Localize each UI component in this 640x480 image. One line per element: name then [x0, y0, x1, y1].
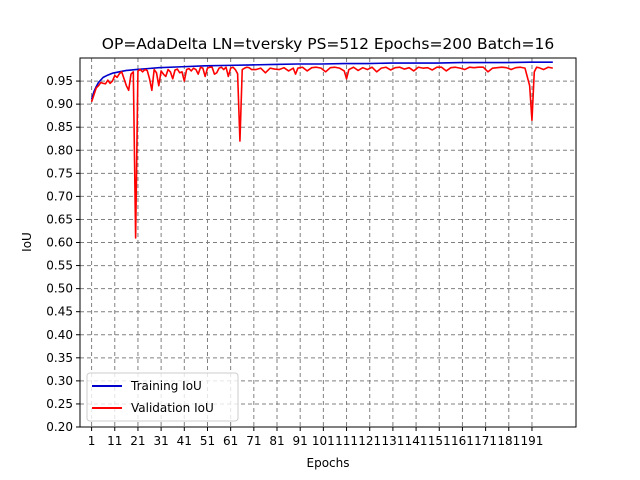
- x-tick-label: 81: [269, 434, 284, 448]
- y-tick-label: 0.40: [46, 328, 73, 342]
- y-tick-label: 0.20: [46, 420, 73, 434]
- y-tick-label: 0.90: [46, 97, 73, 111]
- x-tick-label: 71: [246, 434, 261, 448]
- y-tick-label: 0.70: [46, 189, 73, 203]
- y-axis-label: IoU: [20, 232, 34, 252]
- x-tick-label: 141: [405, 434, 428, 448]
- x-tick-label: 101: [312, 434, 335, 448]
- y-tick-label: 0.25: [46, 397, 73, 411]
- x-tick-label: 111: [335, 434, 358, 448]
- x-tick-label: 51: [200, 434, 215, 448]
- y-tick-label: 0.65: [46, 212, 73, 226]
- y-tick-label: 0.60: [46, 236, 73, 250]
- y-tick-label: 0.80: [46, 143, 73, 157]
- legend: Training IoU Validation IoU: [86, 372, 239, 422]
- x-tick-label: 61: [223, 434, 238, 448]
- y-tick-label: 0.85: [46, 120, 73, 134]
- x-axis-label: Epochs: [307, 456, 350, 470]
- y-axis-ticks: 0.20 0.25 0.30 0.35 0.40 0.45 0.50 0.55 0.60 0.65…: [46, 74, 80, 434]
- x-tick-label: 31: [153, 434, 168, 448]
- y-tick-label: 0.35: [46, 351, 73, 365]
- x-tick-label: 41: [177, 434, 192, 448]
- series-lines: [90, 61, 553, 239]
- y-tick-label: 0.50: [46, 282, 73, 296]
- x-tick-label: 11: [107, 434, 122, 448]
- y-tick-label: 0.75: [46, 166, 73, 180]
- x-tick-label: 171: [474, 434, 497, 448]
- x-tick-label: 181: [497, 434, 520, 448]
- x-axis-ticks: 1 11 21 31 41 51 61 71 81 91 101 111 121 131 141 151 161…: [88, 427, 544, 448]
- legend-label-training: Training IoU: [130, 379, 202, 393]
- y-tick-label: 0.55: [46, 259, 73, 273]
- chart-title: OP=AdaDelta LN=tversky PS=512 Epochs=200…: [102, 35, 554, 53]
- y-tick-label: 0.30: [46, 374, 73, 388]
- x-tick-label: 21: [130, 434, 145, 448]
- legend-box: [86, 372, 239, 422]
- x-tick-label: 151: [428, 434, 451, 448]
- x-tick-label: 191: [521, 434, 544, 448]
- x-tick-label: 131: [381, 434, 404, 448]
- series-line-validation-iou: [90, 66, 553, 239]
- y-tick-label: 0.45: [46, 305, 73, 319]
- y-tick-label: 0.95: [46, 74, 73, 88]
- x-tick-label: 1: [88, 434, 96, 448]
- series-line-training-iou: [90, 61, 553, 100]
- x-tick-label: 91: [293, 434, 308, 448]
- x-tick-label: 161: [451, 434, 474, 448]
- legend-label-validation: Validation IoU: [131, 401, 214, 415]
- x-tick-label: 121: [358, 434, 381, 448]
